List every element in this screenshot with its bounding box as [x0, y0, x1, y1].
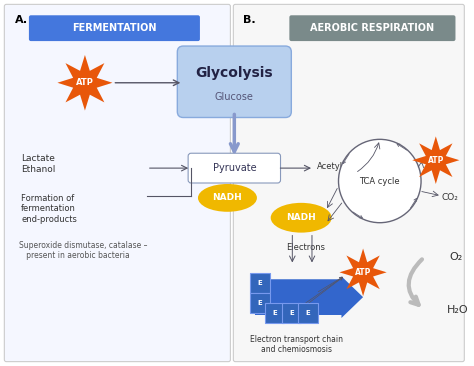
FancyArrow shape	[255, 276, 363, 318]
FancyBboxPatch shape	[29, 15, 200, 41]
Text: FERMENTATION: FERMENTATION	[72, 23, 157, 33]
Text: NADH: NADH	[212, 193, 242, 202]
Text: Glycolysis: Glycolysis	[195, 66, 273, 80]
FancyBboxPatch shape	[4, 4, 230, 362]
FancyBboxPatch shape	[250, 273, 270, 293]
FancyBboxPatch shape	[177, 46, 292, 117]
Text: CO₂: CO₂	[442, 193, 458, 202]
FancyBboxPatch shape	[188, 153, 281, 183]
Text: Formation of
fermentation
end-products: Formation of fermentation end-products	[21, 194, 77, 224]
Text: Glucose: Glucose	[215, 92, 254, 102]
FancyBboxPatch shape	[250, 293, 270, 313]
Text: ATP: ATP	[428, 156, 444, 165]
FancyBboxPatch shape	[298, 303, 318, 323]
Text: Superoxide dismutase, catalase –
   present in aerobic bacteria: Superoxide dismutase, catalase – present…	[19, 241, 147, 260]
Text: E: E	[306, 310, 310, 316]
Text: AEROBIC RESPIRATION: AEROBIC RESPIRATION	[310, 23, 434, 33]
Text: E: E	[289, 310, 294, 316]
Text: E: E	[257, 280, 262, 286]
Text: Lactate
Ethanol: Lactate Ethanol	[21, 154, 55, 174]
Text: H₂O: H₂O	[447, 305, 468, 315]
Circle shape	[338, 139, 421, 223]
Text: Electrons: Electrons	[287, 243, 326, 252]
Text: E: E	[272, 310, 277, 316]
Text: NADH: NADH	[286, 213, 316, 222]
Polygon shape	[339, 249, 387, 296]
FancyBboxPatch shape	[282, 303, 301, 323]
Ellipse shape	[271, 203, 332, 233]
Text: ATP: ATP	[355, 268, 371, 277]
Text: E: E	[257, 300, 262, 306]
Text: A.: A.	[15, 15, 28, 25]
Polygon shape	[412, 137, 459, 184]
FancyBboxPatch shape	[265, 303, 284, 323]
Text: O₂: O₂	[449, 253, 463, 262]
Text: Pyruvate: Pyruvate	[212, 163, 256, 173]
Text: TCA cycle: TCA cycle	[359, 176, 400, 186]
Text: Electron transport chain
and chemiosmosis: Electron transport chain and chemiosmosi…	[250, 335, 343, 354]
Text: B.: B.	[243, 15, 256, 25]
Text: Acetyl-CoA: Acetyl-CoA	[317, 162, 363, 171]
FancyBboxPatch shape	[289, 15, 456, 41]
FancyBboxPatch shape	[233, 4, 465, 362]
Text: ATP: ATP	[76, 78, 94, 87]
Ellipse shape	[198, 184, 257, 212]
Polygon shape	[57, 55, 112, 111]
